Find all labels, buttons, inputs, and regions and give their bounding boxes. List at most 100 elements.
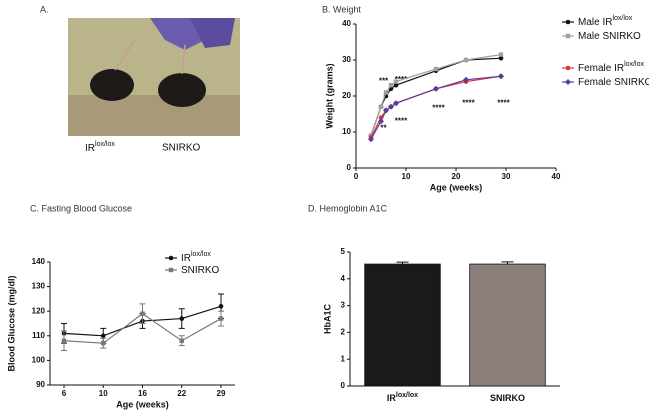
- annotation: **: [380, 124, 387, 133]
- legend-marker: [565, 79, 571, 85]
- label-superscript: lox/lox: [95, 141, 115, 148]
- legend-label-superscript: lox/lox: [624, 61, 644, 68]
- y-axis-label: HbA1C: [322, 304, 332, 335]
- point: [393, 100, 399, 107]
- x-tick-label: 6: [62, 389, 67, 398]
- y-tick-label: 130: [32, 282, 46, 291]
- x-tick-label: 10: [402, 172, 411, 181]
- x-tick-label: 30: [502, 172, 511, 181]
- point: [218, 303, 224, 309]
- point: [498, 73, 504, 80]
- point: [498, 55, 504, 61]
- point: [218, 316, 224, 321]
- y-tick-label: 5: [341, 247, 346, 256]
- point: [393, 82, 399, 88]
- point: [179, 316, 185, 321]
- x-tick-label-text: IR: [387, 393, 397, 403]
- legend-label-text: IR: [181, 253, 191, 264]
- photo-table: [68, 95, 240, 136]
- point: [179, 338, 184, 343]
- legend-label-text: Male IR: [578, 17, 612, 28]
- y-tick-label: 40: [342, 19, 351, 28]
- mouse: [90, 69, 134, 101]
- series: [61, 303, 224, 352]
- legend-label-superscript: lox/lox: [191, 251, 211, 258]
- x-tick-label-superscript: lox/lox: [396, 392, 418, 399]
- legend-marker: [168, 255, 174, 261]
- legend-label: Male SNIRKO: [578, 31, 641, 42]
- photo-label: SNIRKO: [162, 143, 201, 154]
- legend-marker: [565, 19, 571, 25]
- legend-label-text: SNIRKO: [181, 265, 220, 276]
- bar: [469, 263, 546, 387]
- point: [100, 333, 106, 339]
- bar: [364, 263, 441, 387]
- point: [378, 118, 384, 125]
- x-axis-label: Age (weeks): [116, 399, 169, 409]
- legend-marker: [168, 267, 174, 273]
- legend-label: SNIRKO: [181, 265, 220, 276]
- y-tick-label: 140: [32, 257, 46, 266]
- annotation: ****: [497, 98, 510, 107]
- x-tick-label-text: SNIRKO: [490, 393, 525, 403]
- legend-label-text: Male SNIRKO: [578, 31, 641, 42]
- legend-label-text: Female SNIRKO: [578, 77, 649, 88]
- legend-label-superscript: lox/lox: [612, 15, 632, 22]
- series: [368, 52, 504, 138]
- y-tick-label: 90: [36, 380, 45, 389]
- legend-label: Female SNIRKO: [578, 77, 649, 88]
- point: [463, 76, 469, 83]
- mouse: [158, 73, 206, 107]
- legend-label: IRlox/lox: [181, 251, 211, 264]
- y-axis-label: Blood Glucose (mg/dl): [6, 275, 16, 371]
- point: [383, 107, 389, 114]
- panel-title: C. Fasting Blood Glucose: [30, 203, 132, 213]
- x-tick-label: 20: [452, 172, 461, 181]
- line: [370, 54, 502, 136]
- x-tick-label: 16: [138, 389, 147, 398]
- point: [383, 90, 389, 95]
- y-tick-label: 10: [342, 127, 351, 136]
- point: [388, 103, 394, 110]
- annotation: ***: [379, 77, 389, 86]
- y-tick-label: 4: [341, 274, 346, 283]
- x-tick-label: 22: [177, 389, 186, 398]
- legend-label-text: Female IR: [578, 63, 624, 74]
- legend-label: Female IRlox/lox: [578, 61, 644, 74]
- x-axis-label: Age (weeks): [430, 182, 483, 192]
- annotation: ****: [462, 98, 475, 107]
- point: [368, 136, 374, 143]
- error-bar: [501, 261, 514, 265]
- legend-marker: [565, 33, 571, 39]
- series: [368, 73, 504, 143]
- point: [498, 52, 504, 57]
- y-tick-label: 0: [347, 163, 352, 172]
- y-tick-label: 0: [341, 381, 346, 390]
- glove: [150, 18, 205, 50]
- panel-title: B. Weight: [322, 4, 361, 14]
- photo: [68, 18, 240, 136]
- y-tick-label: 100: [32, 356, 46, 365]
- photo-label: IRlox/lox: [85, 141, 115, 154]
- tail: [181, 44, 186, 75]
- annotation: ****: [395, 116, 408, 125]
- y-tick-label: 20: [342, 91, 351, 100]
- point: [433, 66, 439, 72]
- tail: [114, 39, 136, 71]
- legend-marker: [565, 65, 571, 71]
- legend-label: Male IRlox/lox: [578, 15, 633, 28]
- point: [101, 340, 106, 346]
- point: [61, 338, 67, 343]
- y-tick-label: 110: [32, 331, 45, 340]
- point: [433, 85, 439, 92]
- x-tick-label: 10: [99, 389, 108, 398]
- x-tick-label: IRlox/lox: [387, 392, 418, 404]
- y-tick-label: 2: [341, 328, 346, 337]
- y-tick-label: 120: [32, 306, 46, 315]
- y-axis-label: Weight (grams): [324, 63, 334, 128]
- x-tick-label: 40: [552, 172, 561, 181]
- x-tick-label: 0: [354, 172, 359, 181]
- point: [388, 83, 394, 88]
- x-tick-label: SNIRKO: [490, 393, 525, 403]
